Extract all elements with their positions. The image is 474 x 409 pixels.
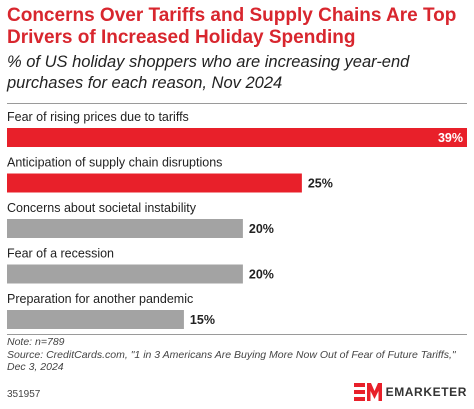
bar-chart: Fear of rising prices due to tariffs 39% A… (7, 110, 467, 329)
note-text: Note: n=789 (7, 336, 65, 348)
bar (7, 219, 243, 238)
brand-name: EMARKETER (385, 385, 467, 399)
chart-title: Concerns Over Tariffs and Supply Chains … (7, 5, 457, 48)
header-divider (7, 103, 467, 104)
chart-id: 351957 (7, 389, 41, 400)
bar (7, 264, 243, 284)
chart-subtitle: % of US holiday shoppers who are increas… (7, 53, 410, 92)
footer-divider (7, 334, 467, 335)
value-label: 15% (190, 313, 215, 327)
bar (7, 128, 467, 147)
value-label: 25% (308, 177, 333, 191)
bar (7, 173, 302, 193)
source-text: Source: CreditCards.com, "1 in 3 America… (7, 348, 456, 374)
category-label: Fear of rising prices due to tariffs (7, 110, 189, 124)
chart-note: Note: n=789 Source: CreditCards.com, "1 … (7, 336, 467, 374)
category-label: Preparation for another pandemic (7, 292, 193, 306)
category-label: Concerns about societal instability (7, 201, 197, 215)
category-label: Fear of a recession (7, 247, 114, 261)
value-label: 20% (249, 222, 274, 236)
bar (7, 310, 184, 329)
emarketer-logo-icon (353, 383, 382, 401)
value-label: 20% (249, 268, 274, 282)
category-label: Anticipation of supply chain disruptions (7, 156, 222, 170)
brand-logo: EMARKETER (353, 382, 467, 402)
value-label: 39% (438, 131, 463, 145)
